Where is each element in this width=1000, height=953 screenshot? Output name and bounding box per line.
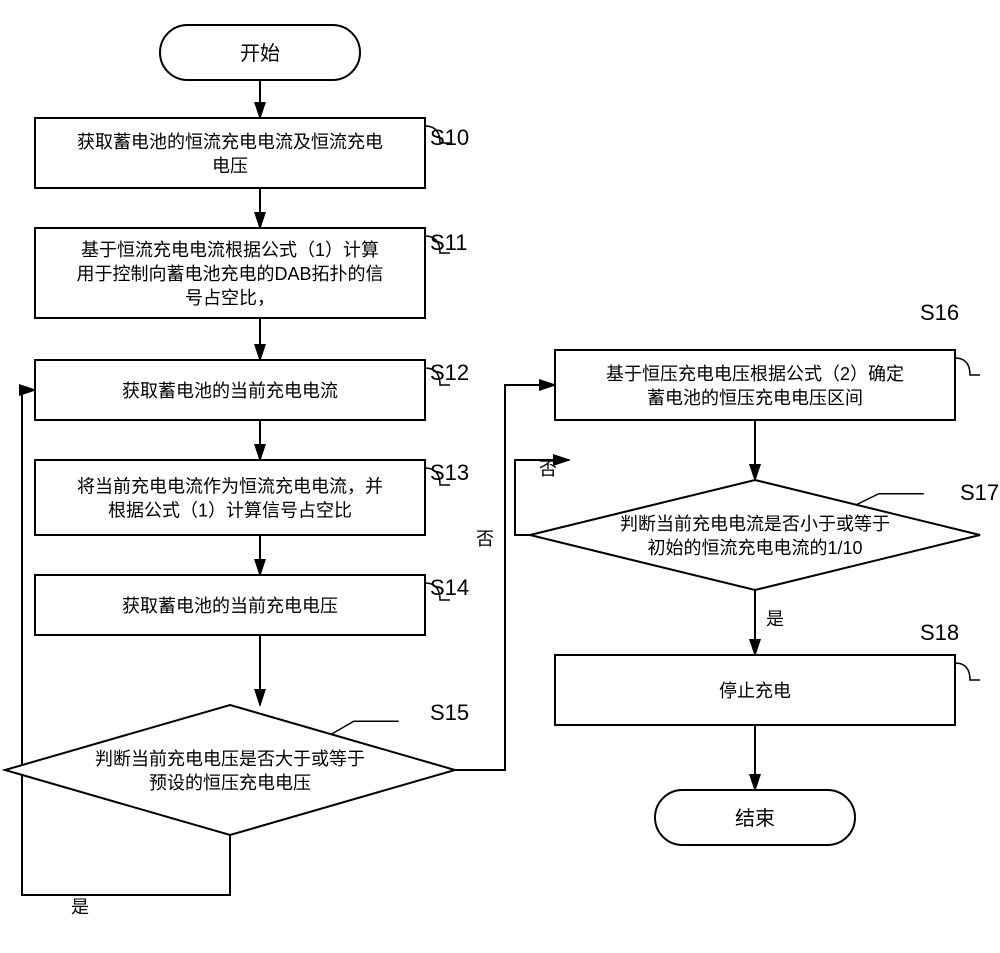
edge-8 [455,385,555,770]
node-end: 结束 [655,790,855,845]
svg-text:判断当前充电电压是否大于或等于: 判断当前充电电压是否大于或等于 [95,749,365,769]
step-label-s15: S15 [430,700,469,725]
flowchart-canvas: 是否否是 开始获取蓄电池的恒流充电电流及恒流充电电压S10基于恒流充电电流根据公… [0,0,1000,953]
step-label-s17: S17 [960,480,999,505]
node-s12: 获取蓄电池的当前充电电流 S12 [35,360,469,420]
svg-text:号占空比，: 号占空比， [185,288,275,308]
edge-label-11: 是 [766,609,784,629]
edge-7 [22,390,35,895]
node-s10: 获取蓄电池的恒流充电电流及恒流充电电压 S10 [35,118,469,188]
step-label-s10: S10 [430,125,469,150]
edge-6 [22,835,230,895]
svg-text:将当前充电电流作为恒流充电电流，并: 将当前充电电流作为恒流充电电流，并 [77,476,383,496]
svg-text:电压: 电压 [212,156,248,176]
edge-label-10: 否 [539,459,557,479]
node-s16: 基于恒压充电电压根据公式（2）确定蓄电池的恒压充电电压区间 S16 [555,300,980,420]
node-s18: 停止充电 S18 [555,620,980,725]
step-label-s12: S12 [430,360,469,385]
svg-text:获取蓄电池的当前充电电压: 获取蓄电池的当前充电电压 [122,596,338,616]
step-label-s14: S14 [430,575,469,600]
step-label-s18: S18 [920,620,959,645]
node-s17: 判断当前充电电流是否小于或等于初始的恒流充电电流的1/10 S17 [530,480,999,590]
svg-text:开始: 开始 [240,42,280,65]
node-start: 开始 [160,25,360,80]
svg-text:获取蓄电池的当前充电电流: 获取蓄电池的当前充电电流 [122,381,338,401]
node-s13: 将当前充电电流作为恒流充电电流，并根据公式（1）计算信号占空比 S13 [35,460,469,535]
svg-text:结束: 结束 [735,807,775,830]
svg-text:获取蓄电池的恒流充电电流及恒流充电: 获取蓄电池的恒流充电电流及恒流充电 [77,132,383,152]
svg-text:用于控制向蓄电池充电的DAB拓扑的信: 用于控制向蓄电池充电的DAB拓扑的信 [76,264,383,284]
svg-text:初始的恒流充电电流的1/10: 初始的恒流充电电流的1/10 [647,538,862,558]
node-s15: 判断当前充电电压是否大于或等于预设的恒压充电电压 S15 [5,700,469,835]
step-label-s16: S16 [920,300,959,325]
svg-text:判断当前充电电流是否小于或等于: 判断当前充电电流是否小于或等于 [620,514,890,534]
svg-text:停止充电: 停止充电 [719,681,791,701]
step-label-s11: S11 [430,230,468,255]
step-label-s13: S13 [430,460,469,485]
svg-text:基于恒压充电电压根据公式（2）确定: 基于恒压充电电压根据公式（2）确定 [606,364,904,384]
svg-text:根据公式（1）计算信号占空比: 根据公式（1）计算信号占空比 [108,500,352,520]
svg-text:蓄电池的恒压充电电压区间: 蓄电池的恒压充电电压区间 [647,388,863,408]
svg-text:基于恒流充电电流根据公式（1）计算: 基于恒流充电电流根据公式（1）计算 [81,240,379,260]
node-s11: 基于恒流充电电流根据公式（1）计算用于控制向蓄电池充电的DAB拓扑的信号占空比，… [35,228,468,318]
node-s14: 获取蓄电池的当前充电电压 S14 [35,575,469,635]
flowchart-nodes: 开始获取蓄电池的恒流充电电流及恒流充电电压 S10 基于恒流充电电流根据公式（1）计… [5,25,999,845]
edge-label-6: 是 [71,897,89,917]
svg-text:预设的恒压充电电压: 预设的恒压充电电压 [149,773,311,793]
edge-label-8: 否 [476,529,494,549]
